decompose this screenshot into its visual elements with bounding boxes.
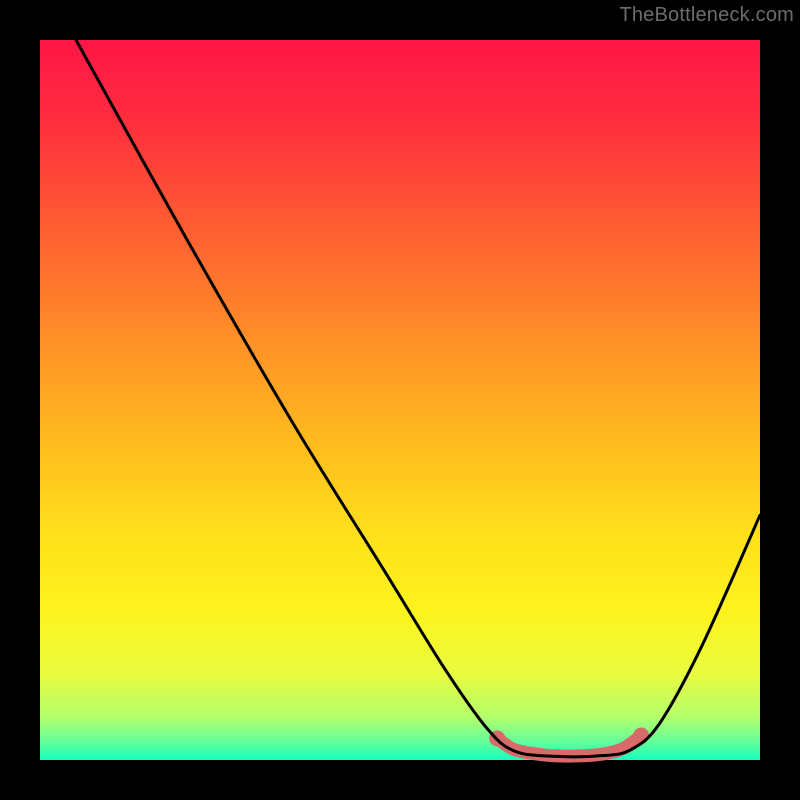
plot-background: [40, 40, 760, 760]
valley-end-dot: [633, 728, 649, 744]
chart-stage: TheBottleneck.com: [0, 0, 800, 800]
watermark-text: TheBottleneck.com: [619, 4, 794, 27]
bottleneck-chart: [0, 0, 800, 800]
